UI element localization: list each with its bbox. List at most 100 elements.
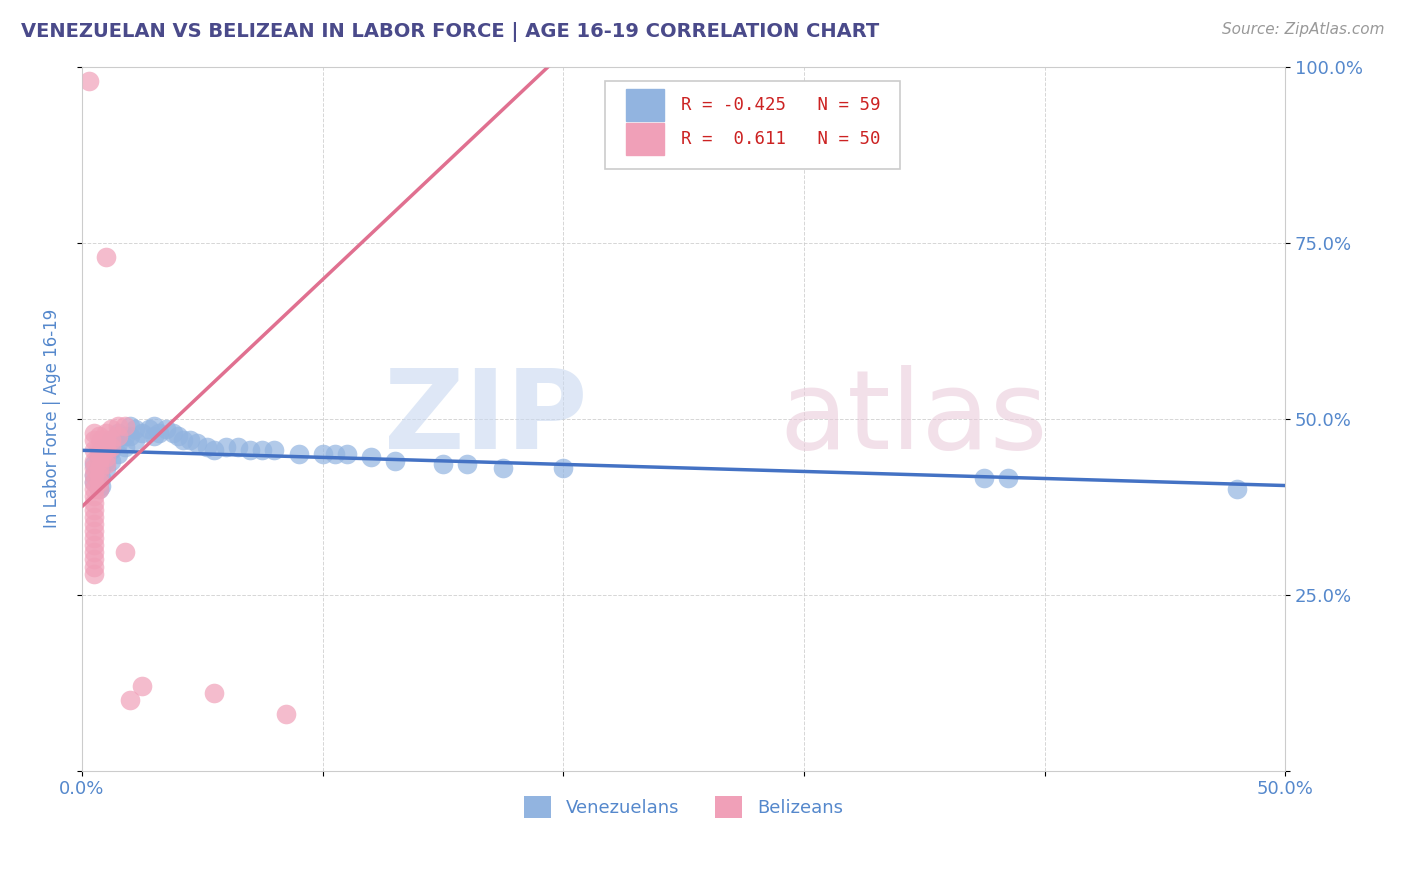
Point bbox=[148, 425, 170, 440]
Text: atlas: atlas bbox=[780, 365, 1049, 472]
Point bbox=[83, 538, 105, 552]
Point bbox=[553, 461, 575, 475]
Point bbox=[263, 443, 285, 458]
Point bbox=[114, 429, 136, 443]
Point bbox=[87, 454, 110, 468]
Point bbox=[100, 433, 122, 447]
Point bbox=[90, 478, 112, 492]
Point bbox=[83, 433, 105, 447]
Text: VENEZUELAN VS BELIZEAN IN LABOR FORCE | AGE 16-19 CORRELATION CHART: VENEZUELAN VS BELIZEAN IN LABOR FORCE | … bbox=[21, 22, 879, 42]
Text: R =  0.611   N = 50: R = 0.611 N = 50 bbox=[681, 130, 880, 148]
Point bbox=[83, 467, 105, 482]
Point bbox=[120, 418, 142, 433]
Point bbox=[87, 471, 110, 485]
Point bbox=[107, 429, 129, 443]
Point bbox=[94, 450, 117, 465]
Point bbox=[997, 471, 1019, 485]
Point bbox=[1226, 482, 1249, 496]
Point bbox=[83, 425, 105, 440]
Point bbox=[87, 429, 110, 443]
Point bbox=[195, 440, 218, 454]
Point bbox=[172, 433, 194, 447]
Point bbox=[87, 482, 110, 496]
Point bbox=[155, 422, 177, 436]
Point bbox=[87, 467, 110, 482]
FancyBboxPatch shape bbox=[606, 80, 900, 169]
Point bbox=[100, 443, 122, 458]
Point bbox=[162, 425, 184, 440]
Point bbox=[107, 418, 129, 433]
Point bbox=[83, 524, 105, 539]
Text: R = -0.425   N = 59: R = -0.425 N = 59 bbox=[681, 96, 880, 114]
Point bbox=[360, 450, 382, 465]
Point bbox=[186, 436, 208, 450]
Point bbox=[94, 440, 117, 454]
Point bbox=[90, 443, 112, 458]
Bar bbox=[626, 123, 664, 155]
Point bbox=[276, 707, 298, 722]
Point bbox=[90, 461, 112, 475]
Point bbox=[114, 545, 136, 559]
Point bbox=[83, 496, 105, 510]
Text: Source: ZipAtlas.com: Source: ZipAtlas.com bbox=[1222, 22, 1385, 37]
Point bbox=[287, 447, 309, 461]
Point bbox=[90, 454, 112, 468]
Point bbox=[83, 552, 105, 566]
Bar bbox=[626, 89, 664, 121]
Point bbox=[138, 422, 160, 436]
Point bbox=[87, 440, 110, 454]
Point bbox=[87, 447, 110, 461]
Point bbox=[202, 443, 225, 458]
Point bbox=[83, 503, 105, 517]
Point bbox=[107, 425, 129, 440]
Point bbox=[90, 443, 112, 458]
Point bbox=[83, 443, 105, 458]
Point bbox=[131, 679, 153, 693]
Point bbox=[87, 482, 110, 496]
Point bbox=[120, 429, 142, 443]
Point bbox=[83, 510, 105, 524]
Point bbox=[131, 425, 153, 440]
Point bbox=[83, 559, 105, 574]
Point bbox=[83, 454, 105, 468]
Y-axis label: In Labor Force | Age 16-19: In Labor Force | Age 16-19 bbox=[44, 309, 60, 528]
Point bbox=[83, 475, 105, 489]
Point bbox=[215, 440, 238, 454]
Legend: Venezuelans, Belizeans: Venezuelans, Belizeans bbox=[517, 789, 851, 825]
Point bbox=[143, 418, 166, 433]
Point bbox=[94, 433, 117, 447]
Point bbox=[94, 425, 117, 440]
Point bbox=[100, 440, 122, 454]
Text: ZIP: ZIP bbox=[384, 365, 588, 472]
Point bbox=[90, 471, 112, 485]
Point bbox=[83, 532, 105, 546]
Point bbox=[83, 475, 105, 489]
Point bbox=[87, 450, 110, 465]
Point bbox=[114, 440, 136, 454]
Point bbox=[252, 443, 274, 458]
Point bbox=[83, 467, 105, 482]
Point bbox=[100, 433, 122, 447]
Point bbox=[124, 422, 146, 436]
Point bbox=[384, 454, 406, 468]
Point bbox=[87, 461, 110, 475]
Point bbox=[83, 566, 105, 581]
Point bbox=[120, 693, 142, 707]
Point bbox=[973, 471, 995, 485]
Point bbox=[83, 458, 105, 472]
Point bbox=[90, 433, 112, 447]
Point bbox=[94, 447, 117, 461]
Point bbox=[167, 429, 190, 443]
Point bbox=[94, 443, 117, 458]
Point bbox=[94, 458, 117, 472]
Point bbox=[492, 461, 515, 475]
Point bbox=[83, 482, 105, 496]
Point bbox=[114, 418, 136, 433]
Point bbox=[90, 450, 112, 465]
Point bbox=[311, 447, 333, 461]
Point bbox=[336, 447, 359, 461]
Point bbox=[87, 475, 110, 489]
Point bbox=[83, 489, 105, 503]
Point bbox=[83, 545, 105, 559]
Point bbox=[94, 461, 117, 475]
